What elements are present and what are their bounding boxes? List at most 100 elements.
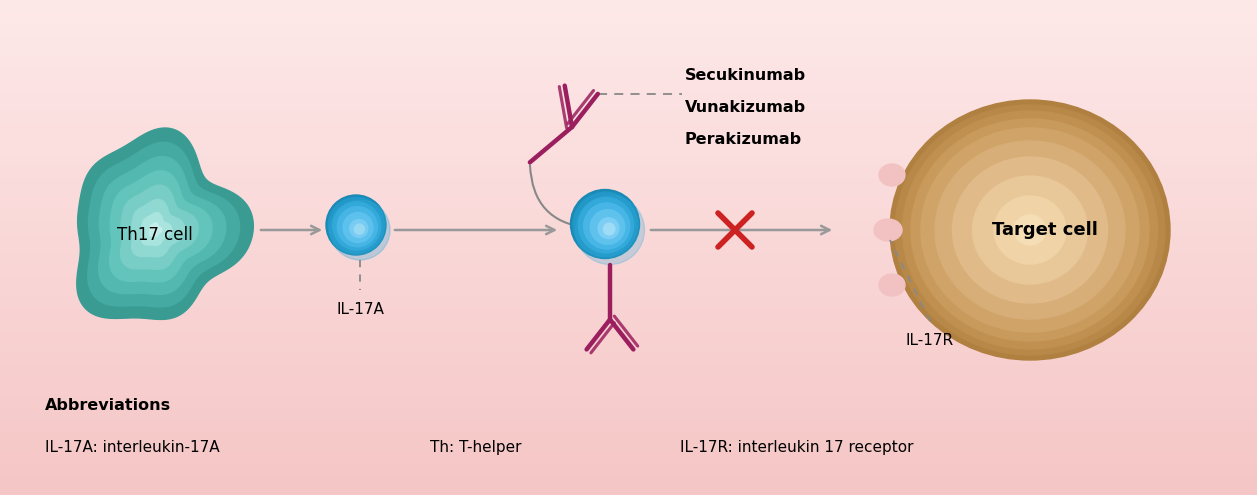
Ellipse shape — [911, 119, 1149, 341]
Bar — [0, 154, 1257, 161]
Bar — [0, 130, 1257, 136]
Bar — [0, 18, 1257, 25]
Bar — [0, 217, 1257, 223]
Bar — [0, 44, 1257, 50]
Ellipse shape — [994, 196, 1066, 264]
Bar — [0, 408, 1257, 415]
Circle shape — [603, 223, 615, 235]
Bar — [0, 291, 1257, 297]
Bar — [0, 105, 1257, 111]
Bar — [0, 415, 1257, 421]
Ellipse shape — [1014, 215, 1046, 245]
Ellipse shape — [903, 111, 1158, 349]
Bar — [0, 111, 1257, 118]
Bar — [0, 352, 1257, 359]
Ellipse shape — [895, 105, 1165, 355]
Polygon shape — [99, 156, 226, 295]
Circle shape — [326, 195, 386, 255]
Text: Perakizumab: Perakizumab — [685, 132, 802, 148]
Bar — [0, 341, 1257, 346]
Bar — [0, 260, 1257, 266]
Bar — [0, 180, 1257, 186]
Ellipse shape — [874, 219, 903, 241]
Bar — [0, 297, 1257, 303]
Bar — [0, 248, 1257, 253]
Text: IL-17A: interleukin-17A: IL-17A: interleukin-17A — [45, 440, 220, 455]
Bar — [0, 74, 1257, 80]
Bar — [0, 272, 1257, 278]
Bar — [0, 148, 1257, 154]
Bar — [0, 402, 1257, 408]
Bar — [0, 210, 1257, 217]
Ellipse shape — [921, 128, 1139, 332]
Circle shape — [578, 198, 634, 253]
Bar — [0, 309, 1257, 316]
Text: Secukinumab: Secukinumab — [685, 68, 806, 83]
Bar — [0, 68, 1257, 74]
Ellipse shape — [953, 157, 1107, 303]
Bar — [0, 433, 1257, 439]
Bar — [0, 204, 1257, 210]
Bar — [0, 427, 1257, 433]
Text: IL-17A: IL-17A — [336, 302, 383, 317]
Circle shape — [333, 202, 381, 250]
Circle shape — [571, 190, 640, 258]
Bar — [0, 93, 1257, 99]
Circle shape — [591, 210, 625, 244]
Polygon shape — [109, 171, 212, 282]
Bar — [0, 396, 1257, 402]
Bar — [0, 167, 1257, 173]
Bar — [0, 365, 1257, 371]
Bar — [0, 229, 1257, 235]
Text: Th17 cell: Th17 cell — [117, 226, 192, 244]
Bar — [0, 117, 1257, 124]
Bar — [0, 316, 1257, 322]
Bar — [0, 278, 1257, 285]
Bar — [0, 476, 1257, 483]
Bar — [0, 334, 1257, 341]
Bar — [0, 242, 1257, 248]
Bar — [0, 458, 1257, 464]
Circle shape — [576, 196, 645, 264]
Bar — [0, 87, 1257, 93]
Bar — [0, 384, 1257, 390]
Text: Target cell: Target cell — [992, 221, 1097, 239]
Bar — [0, 25, 1257, 31]
Circle shape — [349, 219, 368, 238]
Bar — [0, 440, 1257, 446]
Circle shape — [583, 203, 630, 249]
Bar — [0, 31, 1257, 37]
Bar — [0, 421, 1257, 427]
Bar — [0, 37, 1257, 43]
Bar — [0, 143, 1257, 148]
Bar — [0, 235, 1257, 241]
Ellipse shape — [879, 274, 905, 296]
Circle shape — [598, 218, 618, 239]
Bar — [0, 62, 1257, 68]
Bar — [0, 328, 1257, 334]
Bar — [0, 6, 1257, 12]
Bar — [0, 378, 1257, 384]
FancyArrowPatch shape — [530, 165, 587, 230]
Polygon shape — [77, 128, 254, 319]
Bar — [0, 223, 1257, 229]
Bar — [0, 81, 1257, 87]
Text: Th: T-helper: Th: T-helper — [430, 440, 522, 455]
Bar — [0, 489, 1257, 495]
Bar — [0, 446, 1257, 452]
Bar — [0, 124, 1257, 130]
Bar — [0, 390, 1257, 396]
Ellipse shape — [890, 100, 1170, 360]
Bar — [0, 173, 1257, 180]
Text: IL-17R: interleukin 17 receptor: IL-17R: interleukin 17 receptor — [680, 440, 914, 455]
Bar — [0, 0, 1257, 6]
Circle shape — [573, 192, 637, 256]
Polygon shape — [121, 185, 199, 269]
Circle shape — [328, 198, 385, 253]
Circle shape — [354, 224, 365, 234]
Bar — [0, 161, 1257, 167]
Circle shape — [343, 212, 373, 243]
Bar — [0, 371, 1257, 377]
Bar — [0, 322, 1257, 328]
Bar — [0, 50, 1257, 55]
